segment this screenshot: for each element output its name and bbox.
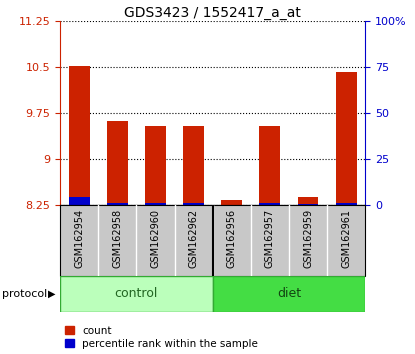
- Text: GSM162961: GSM162961: [341, 209, 351, 268]
- Bar: [145, 126, 166, 205]
- Bar: [259, 126, 281, 205]
- Bar: [69, 197, 90, 205]
- Text: ▶: ▶: [48, 289, 55, 299]
- Bar: [107, 203, 128, 205]
- Title: GDS3423 / 1552417_a_at: GDS3423 / 1552417_a_at: [124, 6, 301, 20]
- Text: GSM162960: GSM162960: [151, 209, 161, 268]
- Bar: [183, 126, 204, 205]
- Bar: [298, 204, 318, 205]
- Text: GSM162962: GSM162962: [189, 209, 199, 268]
- Text: GSM162956: GSM162956: [227, 209, 237, 268]
- Bar: [145, 204, 166, 205]
- Bar: [183, 204, 204, 205]
- Text: diet: diet: [277, 287, 301, 300]
- Text: control: control: [115, 287, 158, 300]
- Text: GSM162958: GSM162958: [112, 209, 122, 268]
- Bar: [69, 66, 90, 205]
- Bar: [336, 203, 356, 205]
- Text: protocol: protocol: [2, 289, 47, 299]
- Text: GSM162957: GSM162957: [265, 209, 275, 268]
- Bar: [212, 276, 365, 312]
- Bar: [60, 276, 212, 312]
- Bar: [259, 204, 281, 205]
- Text: GSM162954: GSM162954: [74, 209, 84, 268]
- Legend: count, percentile rank within the sample: count, percentile rank within the sample: [66, 326, 258, 349]
- Bar: [298, 197, 318, 205]
- Bar: [336, 72, 356, 205]
- Bar: [107, 121, 128, 205]
- Bar: [221, 200, 242, 205]
- Text: GSM162959: GSM162959: [303, 209, 313, 268]
